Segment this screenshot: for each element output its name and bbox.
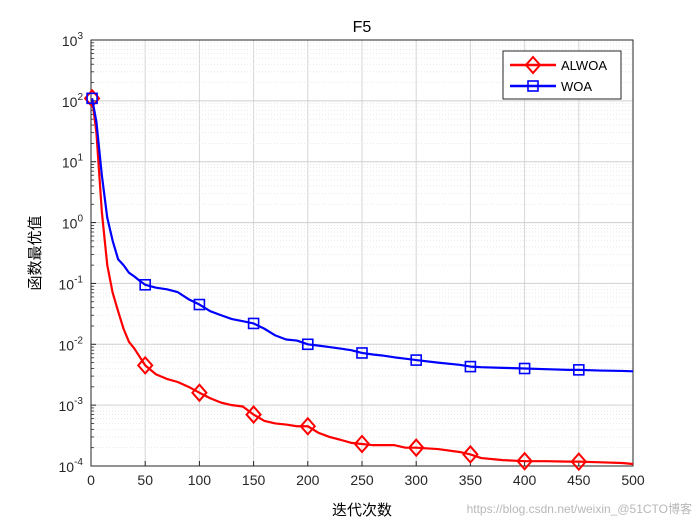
x-tick-label: 400 [513,472,537,488]
data-point-woa [518,362,531,375]
x-tick-label: 250 [350,472,374,488]
data-point-woa [193,298,206,311]
x-tick-label: 150 [242,472,266,488]
data-point-alwoa [570,452,588,472]
data-point-woa [410,354,423,366]
axes: 0 50 100 150 200 250 300 350 400 450 500 10-4 10-3 10… [59,31,645,488]
data-point-alwoa [191,383,208,403]
legend-marker-woa [527,80,539,92]
x-tick-label: 200 [296,472,320,488]
series-layer [83,88,634,472]
legend-box [502,50,622,100]
x-tick-label: 50 [137,472,153,488]
data-point-woa [301,338,314,351]
data-point-alwoa [516,451,533,471]
data-point-woa [86,92,98,105]
data-point-woa [572,364,585,376]
data-point-woa [139,278,151,291]
data-point-woa [247,317,260,330]
chart-title: F5 [353,19,372,36]
legend-marker-alwoa [524,55,542,75]
y-tick-label: 101 [62,153,84,171]
y-tick-label: 100 [62,214,84,232]
legend-label-alwoa: ALWOA [561,58,607,73]
y-tick-label: 103 [62,31,84,49]
legend: ALWOA WOA [502,50,622,100]
y-tick-label: 10-1 [59,274,84,292]
x-tick-label: 450 [567,472,591,488]
data-point-alwoa [245,405,262,425]
y-tick-label: 102 [62,92,84,110]
x-axis-label: 迭代次数 [332,501,392,519]
data-point-alwoa [353,434,371,454]
data-point-woa [356,347,368,359]
x-tick-label: 300 [405,472,429,488]
y-tick-label: 10-2 [59,335,84,353]
x-tick-label: 350 [459,472,483,488]
data-point-alwoa [462,444,479,464]
legend-label-woa: WOA [561,79,592,94]
y-tick-label: 10-3 [59,396,84,414]
y-axis-label: 函数最优值 [26,215,44,290]
data-point-alwoa [407,438,425,458]
x-tick-label: 500 [621,472,645,488]
series-line-woa [90,98,634,373]
data-point-alwoa [299,416,317,436]
x-tick-label: 100 [188,472,212,488]
y-tick-label: 10-4 [59,457,84,475]
data-point-alwoa [136,355,154,375]
series-line-alwoa [90,98,634,466]
x-tick-label: 0 [87,472,95,488]
watermark: https://blog.csdn.net/weixin_@51CTO博客 [466,502,692,516]
data-point-woa [464,360,477,373]
